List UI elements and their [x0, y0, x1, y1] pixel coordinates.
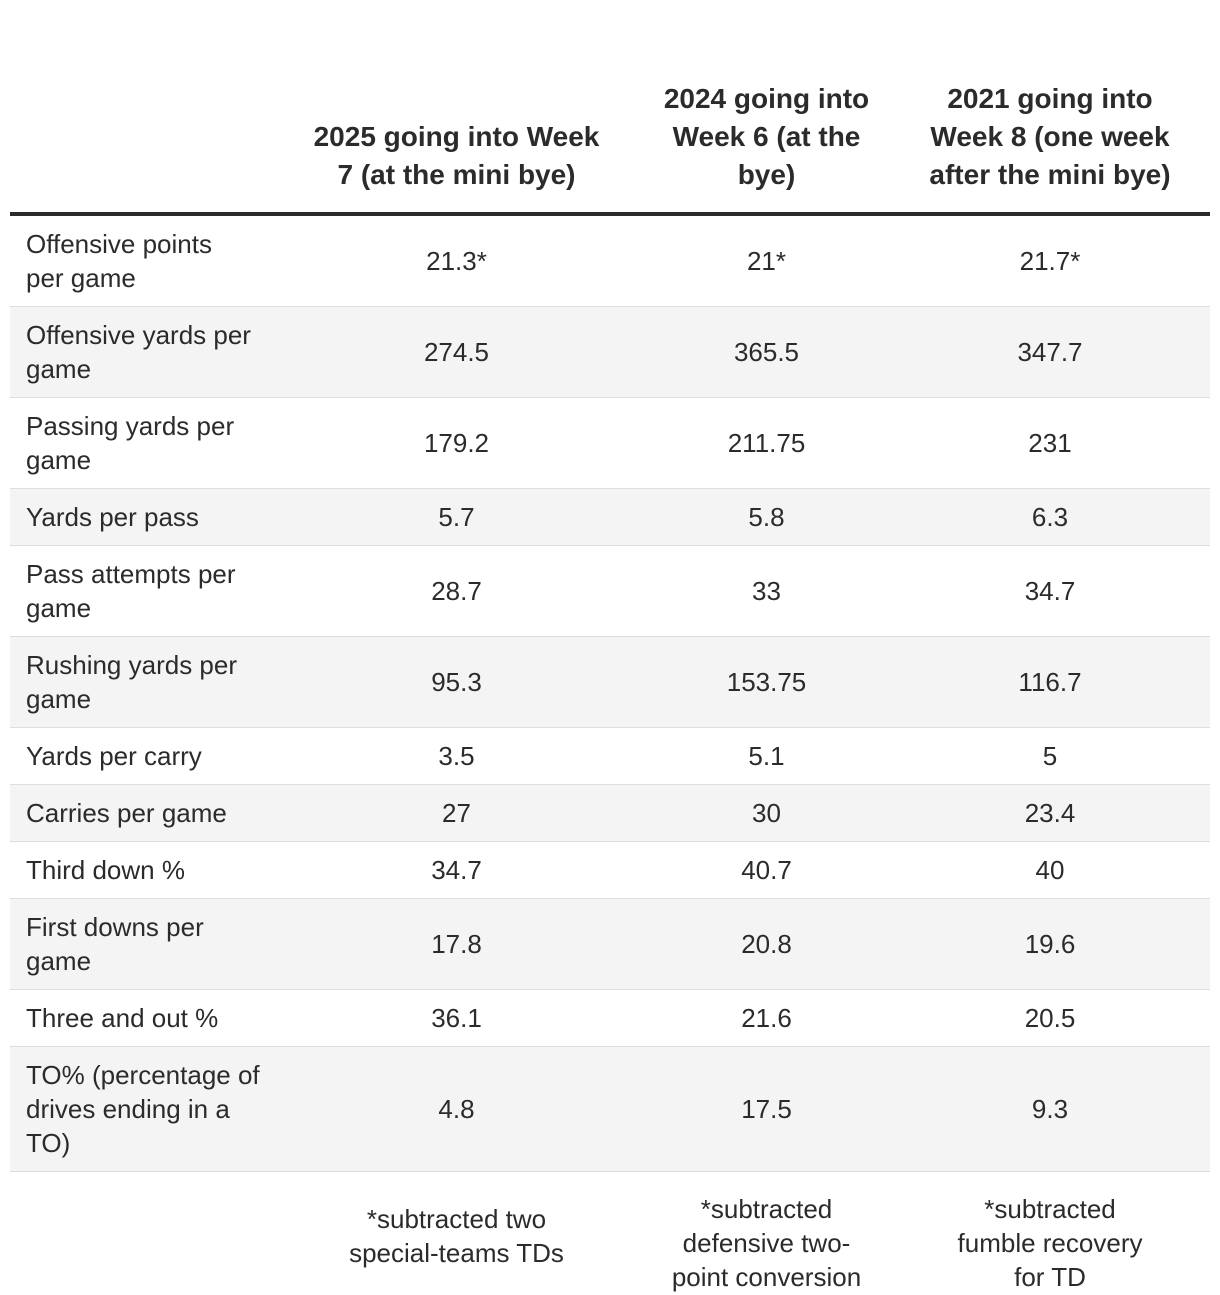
cell-2025: 274.5: [270, 307, 643, 398]
header-row: 2025 going into Week 7 (at the mini bye)…: [10, 0, 1210, 214]
row-label: TO% (percentage of drives ending in a TO…: [10, 1047, 270, 1172]
row-label: Third down %: [10, 842, 270, 899]
row-label: Rushing yards per game: [10, 637, 270, 728]
table-row: First downs per game 17.8 20.8 19.6: [10, 899, 1210, 990]
cell-2021: 34.7: [890, 546, 1210, 637]
table-row: Passing yards per game 179.2 211.75 231: [10, 398, 1210, 489]
cell-2021: 231: [890, 398, 1210, 489]
row-label: Offensive points per game: [10, 214, 270, 307]
cell-2024: 21*: [643, 214, 890, 307]
cell-2024: 5.8: [643, 489, 890, 546]
cell-2021: 5: [890, 728, 1210, 785]
cell-2024: 5.1: [643, 728, 890, 785]
cell-2025: 179.2: [270, 398, 643, 489]
table-row: Pass attempts per game 28.7 33 34.7: [10, 546, 1210, 637]
table-row: Three and out % 36.1 21.6 20.5: [10, 990, 1210, 1047]
cell-2021: 20.5: [890, 990, 1210, 1047]
cell-2024: 211.75: [643, 398, 890, 489]
cell-2025: 4.8: [270, 1047, 643, 1172]
table-row: Offensive points per game 21.3* 21* 21.7…: [10, 214, 1210, 307]
cell-2024: 30: [643, 785, 890, 842]
cell-2025: 17.8: [270, 899, 643, 990]
cell-2024: 40.7: [643, 842, 890, 899]
table-row: Yards per carry 3.5 5.1 5: [10, 728, 1210, 785]
footnote-cell-2021: *subtracted fumble recovery for TD: [890, 1172, 1210, 1295]
cell-2025: 27: [270, 785, 643, 842]
footnote-2021: *subtracted fumble recovery for TD: [945, 1192, 1155, 1294]
column-header-2025: 2025 going into Week 7 (at the mini bye): [270, 0, 643, 214]
table-row: Rushing yards per game 95.3 153.75 116.7: [10, 637, 1210, 728]
cell-2021: 21.7*: [890, 214, 1210, 307]
cell-2025: 3.5: [270, 728, 643, 785]
table-row: TO% (percentage of drives ending in a TO…: [10, 1047, 1210, 1172]
table-row: Offensive yards per game 274.5 365.5 347…: [10, 307, 1210, 398]
footnote-cell-2025: *subtracted two special-teams TDs: [270, 1172, 643, 1295]
footnote-2025: *subtracted two special-teams TDs: [337, 1202, 577, 1270]
cell-2025: 28.7: [270, 546, 643, 637]
offense-comparison-table: 2025 going into Week 7 (at the mini bye)…: [10, 0, 1210, 1295]
row-label: Yards per pass: [10, 489, 270, 546]
row-label: Pass attempts per game: [10, 546, 270, 637]
header-blank: [10, 0, 270, 214]
footnote-2024: *subtracted defensive two-point conversi…: [659, 1192, 874, 1294]
cell-2021: 40: [890, 842, 1210, 899]
cell-2021: 19.6: [890, 899, 1210, 990]
stats-table-container: 2025 going into Week 7 (at the mini bye)…: [10, 0, 1210, 1295]
cell-2021: 6.3: [890, 489, 1210, 546]
column-header-2024: 2024 going into Week 6 (at the bye): [643, 0, 890, 214]
cell-2021: 347.7: [890, 307, 1210, 398]
row-label: Three and out %: [10, 990, 270, 1047]
cell-2025: 21.3*: [270, 214, 643, 307]
cell-2025: 34.7: [270, 842, 643, 899]
row-label: First downs per game: [10, 899, 270, 990]
row-label: Offensive yards per game: [10, 307, 270, 398]
row-label: Carries per game: [10, 785, 270, 842]
table-row: Carries per game 27 30 23.4: [10, 785, 1210, 842]
cell-2021: 116.7: [890, 637, 1210, 728]
cell-2025: 36.1: [270, 990, 643, 1047]
footnote-cell-2024: *subtracted defensive two-point conversi…: [643, 1172, 890, 1295]
footnote-row: *subtracted two special-teams TDs *subtr…: [10, 1172, 1210, 1295]
column-header-2021: 2021 going into Week 8 (one week after t…: [890, 0, 1210, 214]
cell-2024: 33: [643, 546, 890, 637]
cell-2024: 153.75: [643, 637, 890, 728]
row-label: Passing yards per game: [10, 398, 270, 489]
cell-2021: 23.4: [890, 785, 1210, 842]
cell-2024: 17.5: [643, 1047, 890, 1172]
table-row: Third down % 34.7 40.7 40: [10, 842, 1210, 899]
row-label: Yards per carry: [10, 728, 270, 785]
cell-2025: 95.3: [270, 637, 643, 728]
cell-2024: 365.5: [643, 307, 890, 398]
table-row: Yards per pass 5.7 5.8 6.3: [10, 489, 1210, 546]
cell-2025: 5.7: [270, 489, 643, 546]
cell-2021: 9.3: [890, 1047, 1210, 1172]
footnote-blank: [10, 1172, 270, 1295]
cell-2024: 21.6: [643, 990, 890, 1047]
cell-2024: 20.8: [643, 899, 890, 990]
